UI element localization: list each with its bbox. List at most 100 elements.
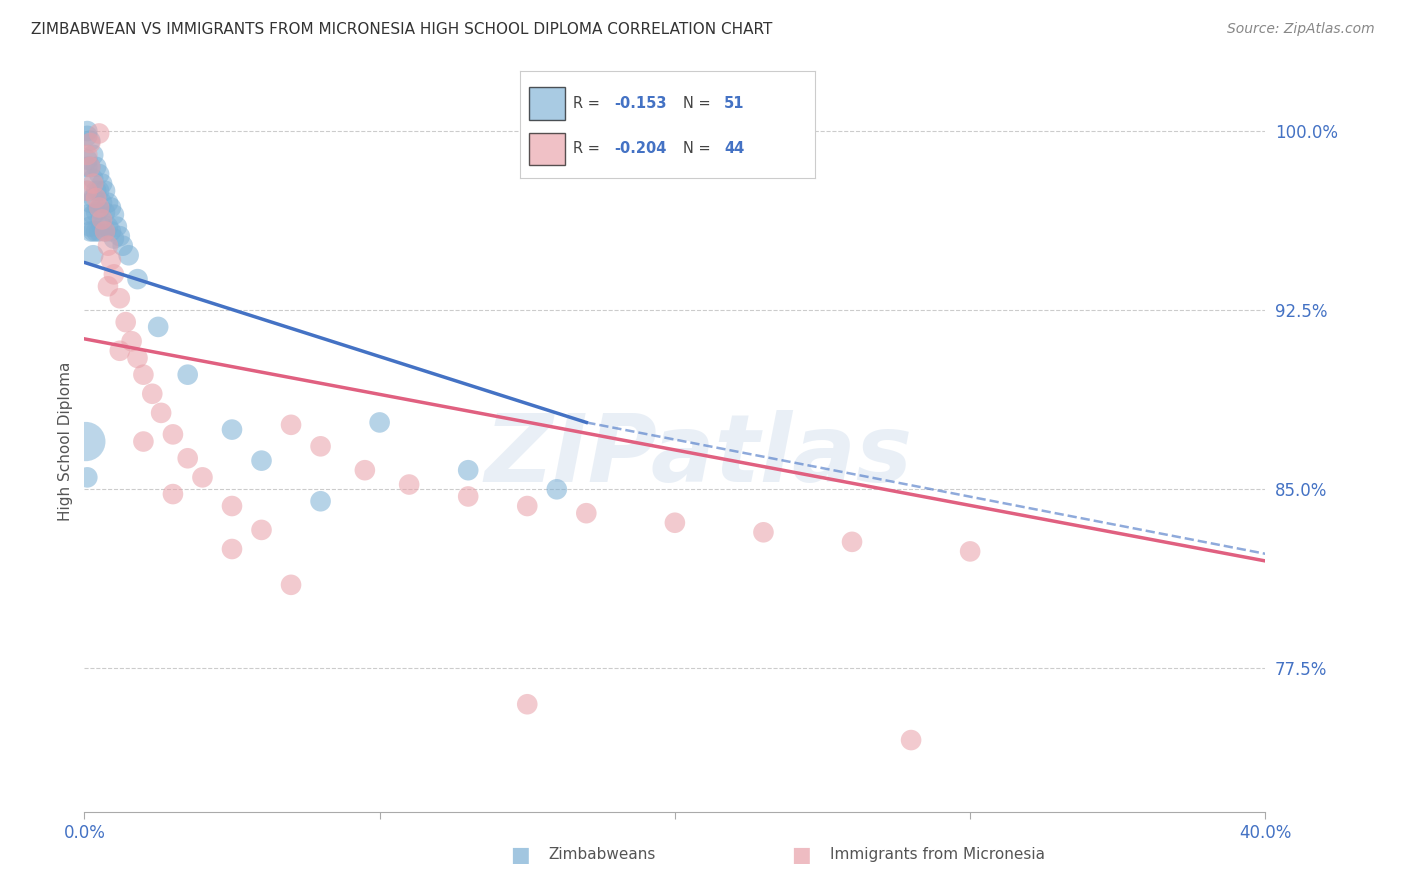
Point [91,212,114,227]
Text: Source: ZipAtlas.com: Source: ZipAtlas.com [1227,22,1375,37]
Point [103,208,125,222]
Text: R =: R = [574,96,605,111]
Point [103,231,125,245]
Point [457,463,479,477]
Point [79,160,101,174]
Point [94,205,117,219]
Point [91,195,114,210]
Point [97,219,120,234]
Point [103,268,125,282]
Text: ■: ■ [510,845,530,864]
Point [118,248,141,262]
FancyBboxPatch shape [529,87,565,120]
Point [82,191,104,205]
Point [114,315,136,329]
Point [111,238,134,252]
Point [141,386,163,401]
Text: Immigrants from Micronesia: Immigrants from Micronesia [830,847,1045,862]
Point [82,248,104,262]
Point [75,434,97,449]
Point [84,205,107,219]
Text: ZIPatlas: ZIPatlas [485,410,912,502]
Point [516,698,538,712]
Point [87,202,111,217]
Point [752,525,775,540]
Text: N =: N = [683,142,714,156]
Point [280,417,302,432]
Point [221,499,243,513]
Point [79,224,101,238]
Point [94,224,117,238]
Point [76,470,98,484]
Text: -0.153: -0.153 [614,96,668,111]
Point [91,177,114,191]
Point [546,483,568,497]
Point [368,416,391,430]
Text: 51: 51 [724,96,744,111]
Point [900,733,922,747]
Point [84,224,107,238]
Point [87,167,111,181]
Point [76,184,98,198]
Point [76,184,98,198]
Point [84,160,107,174]
Point [100,253,122,268]
Point [97,238,120,252]
Point [84,184,107,198]
Point [127,351,149,365]
Point [127,272,149,286]
Point [250,523,273,537]
Point [76,124,98,138]
Point [354,463,377,477]
Point [221,541,243,556]
Point [82,148,104,162]
Point [105,219,128,234]
Point [162,427,184,442]
Point [79,219,101,234]
Text: Zimbabweans: Zimbabweans [548,847,655,862]
Point [82,224,104,238]
Y-axis label: High School Diploma: High School Diploma [58,362,73,521]
Point [148,319,170,334]
Point [309,494,332,508]
Point [221,423,243,437]
Point [132,368,155,382]
Point [959,544,981,558]
Point [87,224,111,238]
Text: N =: N = [683,96,714,111]
Point [84,191,107,205]
Point [100,224,122,238]
Point [250,453,273,467]
Point [79,134,101,148]
Point [575,506,598,520]
Point [87,127,111,141]
FancyBboxPatch shape [529,133,565,165]
Text: -0.204: -0.204 [614,142,666,156]
Point [76,128,98,143]
Point [121,334,143,349]
Point [76,208,98,222]
Point [841,534,863,549]
Point [664,516,686,530]
Point [94,184,117,198]
Point [177,451,200,466]
Point [91,219,114,234]
Point [82,171,104,186]
Point [76,160,98,174]
Point [79,195,101,210]
Point [162,487,184,501]
Point [309,439,332,453]
Point [177,368,200,382]
Point [398,477,420,491]
Point [191,470,214,484]
Point [82,177,104,191]
Text: R =: R = [574,142,605,156]
Point [76,153,98,167]
Text: 44: 44 [724,142,744,156]
Point [100,201,122,215]
Point [457,490,479,504]
Point [280,578,302,592]
Point [87,201,111,215]
Point [150,406,173,420]
Point [82,208,104,222]
